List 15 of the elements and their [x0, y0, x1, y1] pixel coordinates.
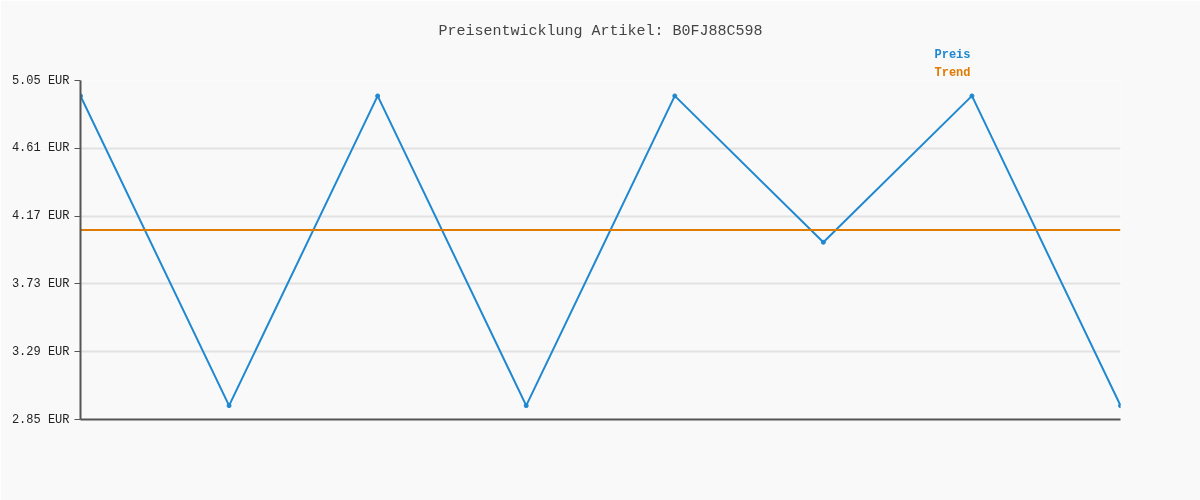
chart-title: Preisentwicklung Artikel: B0FJ88C598	[438, 22, 763, 40]
point	[226, 403, 232, 409]
y-tick-label: 3.73 EUR	[11, 276, 70, 291]
point	[969, 93, 975, 99]
text: Trend	[934, 65, 971, 80]
y-tick-label: 5.05 EUR	[11, 73, 70, 88]
point	[672, 93, 678, 99]
point	[375, 93, 381, 99]
text: Preis	[934, 47, 971, 62]
point	[820, 239, 826, 245]
y-tick-label: 4.61 EUR	[11, 141, 70, 156]
y-tick-label: 3.29 EUR	[11, 344, 70, 359]
y-tick-label: 4.17 EUR	[11, 209, 70, 224]
y-tick-label: 2.85 EUR	[11, 412, 70, 427]
point	[523, 403, 529, 409]
